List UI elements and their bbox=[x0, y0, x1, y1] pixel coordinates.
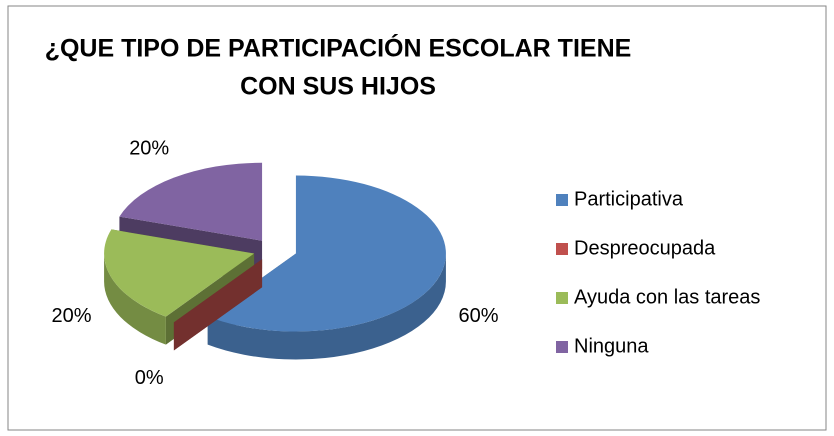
slice-wall bbox=[173, 259, 263, 351]
legend-label: Participativa bbox=[574, 188, 684, 210]
legend-swatch bbox=[556, 292, 568, 304]
legend-swatch bbox=[556, 341, 568, 353]
data-label: 20% bbox=[129, 138, 169, 160]
legend-swatch bbox=[556, 243, 568, 255]
slice-top bbox=[119, 162, 263, 241]
slice-top bbox=[104, 229, 255, 317]
slice-top bbox=[207, 175, 446, 332]
legend-label: Ninguna bbox=[574, 335, 649, 357]
legend-swatch bbox=[556, 194, 568, 206]
slice-side bbox=[104, 253, 166, 345]
pie-slice bbox=[207, 175, 446, 360]
pie-slice bbox=[173, 259, 263, 351]
legend-label: Despreocupada bbox=[574, 237, 716, 259]
chart-title: ¿QUE TIPO DE PARTICIPACIÓN ESCOLAR TIENE bbox=[45, 33, 632, 63]
slice-side bbox=[207, 253, 446, 360]
data-label: 20% bbox=[51, 305, 91, 327]
chart-title: CON SUS HIJOS bbox=[240, 73, 436, 101]
data-label: 0% bbox=[135, 367, 164, 389]
legend-label: Ayuda con las tareas bbox=[574, 286, 760, 308]
data-label: 60% bbox=[459, 305, 499, 327]
